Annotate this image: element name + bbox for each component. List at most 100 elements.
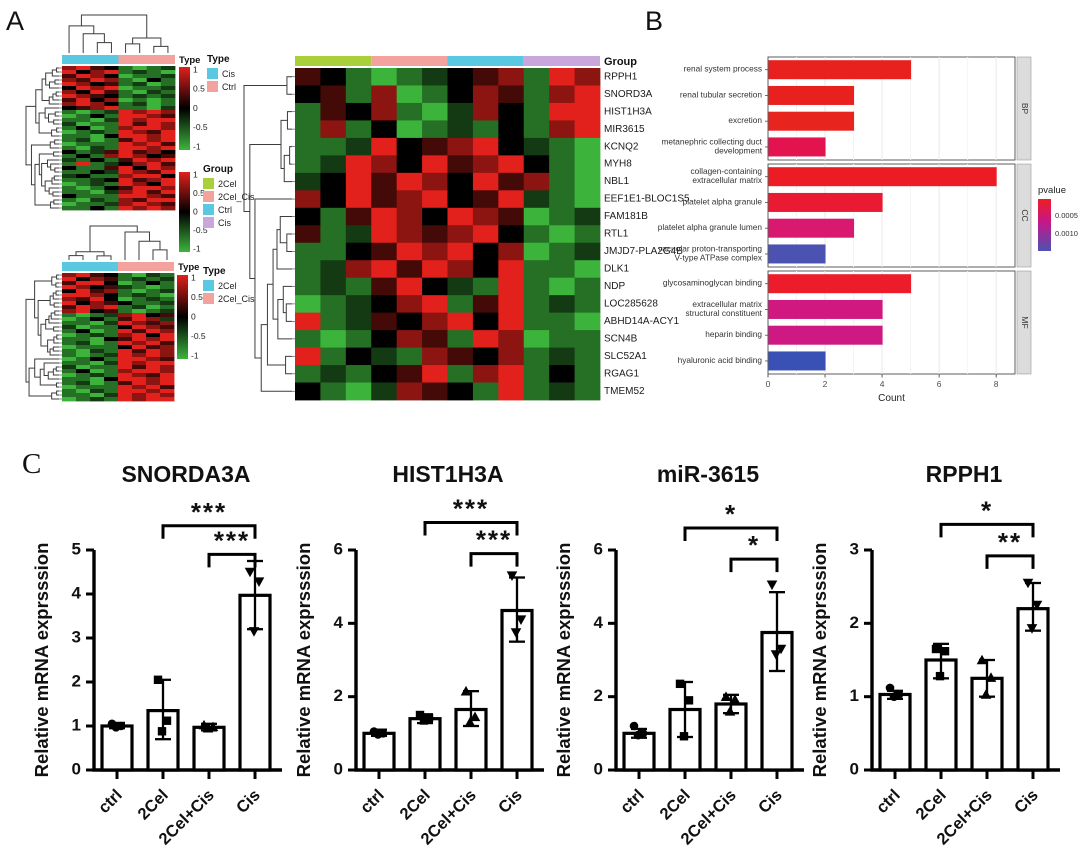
heatmap-cell [472,172,499,191]
mean-bar [362,731,396,772]
dendrogram-branch [272,248,278,320]
y-tick-label: 3 [72,627,81,646]
heatmap-cell [498,155,525,174]
heatmap-cell [118,178,134,183]
heatmap-cell [62,273,77,278]
heatmap-cell [132,126,148,131]
heatmap-cell [118,98,134,103]
heatmap-cell [118,154,134,159]
heatmap-cell [498,347,525,366]
heatmap-cell [76,281,91,286]
heatmap-cell [396,207,423,226]
heatmap-cell [396,120,423,139]
heatmap-cell [574,172,601,191]
heatmap-cell [104,206,119,211]
heatmap-cell [295,102,321,121]
heatmap-cell [90,369,105,374]
y-tick-label: 2 [72,671,81,690]
heatmap-cell [146,202,162,207]
dendrogram-branch [53,326,59,332]
heatmap-cell [90,393,105,398]
heatmap-cell [160,162,176,167]
dendrogram-branch [53,151,59,157]
data-point [464,717,476,727]
dendrogram-branch [56,274,59,280]
heatmap-cell [146,182,162,187]
pvalue-tick-label: 0.0010 [1055,229,1078,238]
heatmap-cell [447,102,474,121]
heatmap-cell [118,146,134,151]
heatmap-cell [320,382,347,401]
heatmap-cell [132,198,148,203]
heatmap-cell [76,341,91,346]
heatmap-cell [62,94,77,99]
heatmap-cell [90,174,105,179]
y-tick-label: 3 [850,539,859,558]
heatmap-cell [160,82,176,87]
heatmap-cell [90,206,105,211]
heatmap-cell [422,137,448,156]
heatmap-cell [574,295,601,314]
colorbar-tick-label: 1 [193,169,198,179]
gene-label: SLC52A1 [604,351,647,362]
go-term-line: platelet alpha granule lumen [658,222,763,232]
heatmap-cell [118,341,133,346]
heatmap-cell [90,341,105,346]
x-tick-label: 8 [994,379,999,389]
x-axis-title: Count [878,393,905,404]
heatmap-cell [76,297,91,302]
heatmap-cell [90,285,105,290]
heatmap-cell [160,293,175,298]
dendrogram-branch [45,319,54,330]
heatmap-cell [90,98,105,103]
heatmap-cell [118,134,134,139]
dendrogram-branch [56,67,59,73]
y-axis-title: Relative mRNA exprsssion [553,543,574,778]
heatmap-cell [396,155,423,174]
heatmap-cell [62,178,77,183]
heatmap-cell [146,110,162,115]
heatmap-cell [76,86,91,91]
heatmap-cell [62,90,77,95]
heatmap-cell [146,130,162,135]
heatmap-cell [118,325,133,330]
heatmap-cell [146,345,161,350]
heatmap-cell [160,357,175,362]
heatmap-cell [104,182,119,187]
heatmap-cell [104,281,119,286]
heatmap-cell [118,114,134,119]
heatmap-cell [90,317,105,322]
heatmap-cell [90,170,105,175]
heatmap-cell [118,273,133,278]
heatmap-cell [160,122,176,127]
go-bar [768,60,912,80]
heatmap-cell [574,137,601,156]
gene-label: FAM181B [604,211,648,222]
heatmap-cell [62,309,77,314]
heatmap-cell [76,285,91,290]
legend-item: 2Cel [203,177,255,190]
heatmap-cell [146,150,162,155]
heatmap-cell [523,102,550,121]
heatmap-cell [118,194,134,199]
heatmap-cell [90,357,105,362]
go-term-label: collagen-containing extracellular matrix [691,166,763,185]
heatmap-cell [132,202,148,207]
heatmap-cell [295,312,321,331]
heatmap-cell [146,86,162,91]
heatmap-cell [62,146,77,151]
dendrogram-branch [56,127,59,133]
go-bar [768,137,826,157]
heatmap-cell [62,305,77,310]
heatmap-cell [371,347,398,366]
heatmap-cell [104,102,119,107]
dendrogram-branch [38,153,54,176]
heatmap-cell [523,155,550,174]
heatmap-cell [472,120,499,139]
heatmap-cell [472,137,499,156]
heatmap-cell [76,94,91,99]
heatmap-cell [76,353,91,358]
heatmap-cell [146,70,162,75]
heatmap-cell [447,312,474,331]
heatmap-cell [132,134,148,139]
